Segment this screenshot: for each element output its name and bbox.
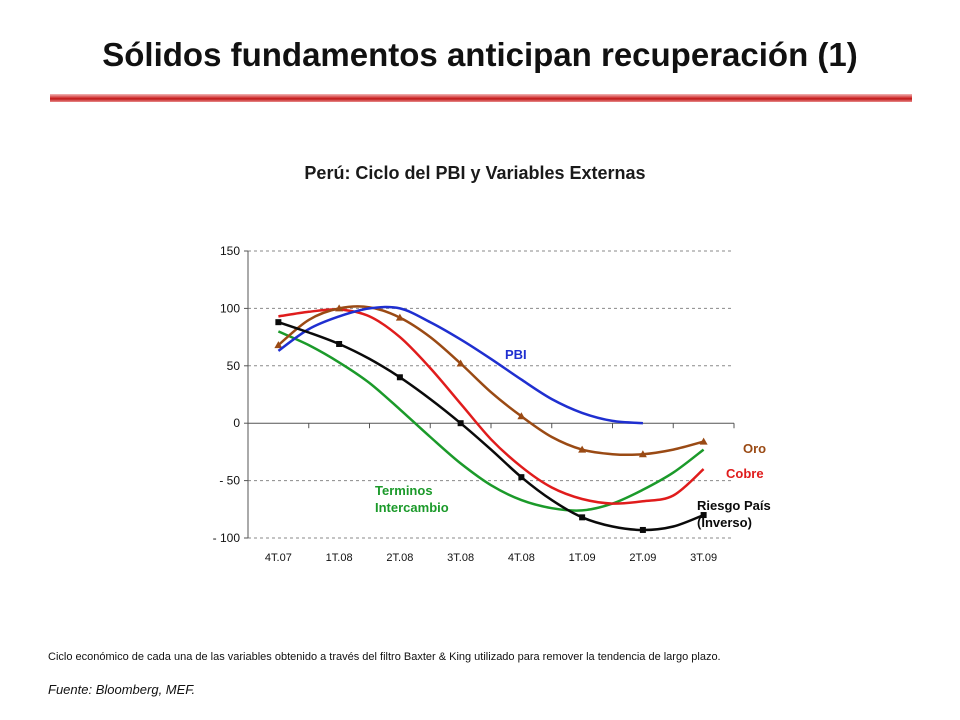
series-oro-point xyxy=(699,437,708,445)
series-riesgo-pais-point xyxy=(518,474,525,481)
label-pbi: PBI xyxy=(505,347,527,362)
label-oro: Oro xyxy=(743,441,766,456)
x-tick-label: 1T.08 xyxy=(326,552,353,564)
series-oro-point xyxy=(578,445,587,453)
y-tick-label: - 50 xyxy=(219,474,240,488)
label-terminos-intercambio: Terminos xyxy=(375,483,433,498)
slide-title: Sólidos fundamentos anticipan recuperaci… xyxy=(102,36,858,73)
label-riesgo-pais: (Inverso) xyxy=(697,515,752,530)
series-riesgo-pais-point xyxy=(579,514,586,521)
source-note: Fuente: Bloomberg, MEF. xyxy=(48,682,196,697)
series-riesgo-pais-point xyxy=(275,319,282,326)
series-oro-point xyxy=(517,412,526,420)
y-tick-label: - 100 xyxy=(213,531,241,545)
label-riesgo-pais: Riesgo País xyxy=(697,498,771,513)
series-riesgo-pais-line xyxy=(277,321,705,532)
x-tick-label: 1T.09 xyxy=(569,552,596,564)
x-tick-label: 4T.07 xyxy=(265,552,292,564)
y-tick-label: 50 xyxy=(227,359,241,373)
x-tick-label: 2T.08 xyxy=(386,552,413,564)
title-divider xyxy=(50,94,912,102)
y-tick-label: 100 xyxy=(220,301,240,315)
series-oro-point xyxy=(456,359,465,367)
x-tick-label: 3T.09 xyxy=(690,552,717,564)
y-tick-label: 0 xyxy=(233,416,240,430)
series-oro-point xyxy=(395,313,404,321)
label-cobre: Cobre xyxy=(726,466,764,481)
series-oro-point xyxy=(335,304,344,312)
chart-title: Perú: Ciclo del PBI y Variables Externas xyxy=(304,163,646,183)
x-tick-label: 2T.09 xyxy=(629,552,656,564)
series-riesgo-pais-point xyxy=(396,374,403,381)
series-riesgo-pais-point xyxy=(639,526,646,533)
series-riesgo-pais-point xyxy=(457,420,464,427)
methodology-note: Ciclo económico de cada una de las varia… xyxy=(48,651,721,663)
series-terminos-intercambio-line xyxy=(277,330,705,512)
series-oro-point xyxy=(638,450,647,458)
x-tick-label: 3T.08 xyxy=(447,552,474,564)
label-terminos-intercambio: Intercambio xyxy=(375,500,449,515)
series-oro-point xyxy=(274,341,283,349)
series-riesgo-pais-point xyxy=(700,512,707,519)
x-tick-label: 4T.08 xyxy=(508,552,535,564)
y-tick-label: 150 xyxy=(220,244,240,258)
series-oro-line xyxy=(277,305,704,457)
series-pbi-line xyxy=(277,305,643,425)
series-cobre-line xyxy=(278,308,705,505)
series-riesgo-pais-point xyxy=(336,340,343,347)
